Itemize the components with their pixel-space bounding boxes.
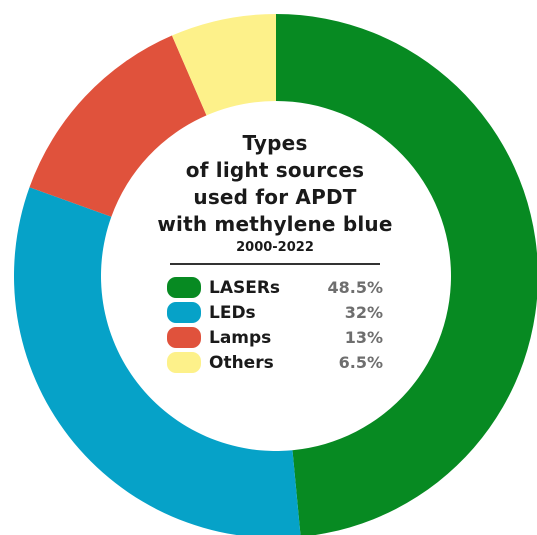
chart-title-line-1: Types — [242, 131, 308, 155]
legend-label-lamps: Lamps — [209, 327, 272, 348]
slice-lamps — [29, 35, 207, 217]
chart-title-line-3: used for APDT — [193, 185, 357, 209]
title-divider — [170, 263, 380, 265]
legend-label-leds: LEDs — [209, 302, 256, 323]
chart-subtitle: 2000-2022 — [236, 240, 314, 255]
legend: LASERs 48.5% LEDs 32% Lamps 13% Others 6… — [167, 275, 383, 375]
legend-item-leds: LEDs 32% — [167, 300, 383, 325]
legend-value-lamps: 13% — [344, 328, 383, 347]
legend-swatch-leds — [167, 302, 201, 323]
legend-value-leds: 32% — [344, 303, 383, 322]
chart-center: Types of light sources used for APDT wit… — [130, 130, 420, 375]
slice-lasers — [276, 14, 537, 535]
chart-title-line-4: with methylene blue — [157, 212, 393, 236]
legend-label-lasers: LASERs — [209, 277, 281, 298]
legend-item-others: Others 6.5% — [167, 350, 383, 375]
slice-others — [171, 14, 276, 116]
legend-item-lamps: Lamps 13% — [167, 325, 383, 350]
legend-swatch-others — [167, 352, 201, 373]
slice-leds — [14, 187, 301, 535]
legend-swatch-lasers — [167, 277, 201, 298]
legend-value-lasers: 48.5% — [327, 278, 383, 297]
chart-title-line-2: of light sources — [185, 158, 365, 182]
legend-value-others: 6.5% — [338, 353, 383, 372]
legend-swatch-lamps — [167, 327, 201, 348]
legend-label-others: Others — [209, 352, 274, 373]
legend-item-lasers: LASERs 48.5% — [167, 275, 383, 300]
